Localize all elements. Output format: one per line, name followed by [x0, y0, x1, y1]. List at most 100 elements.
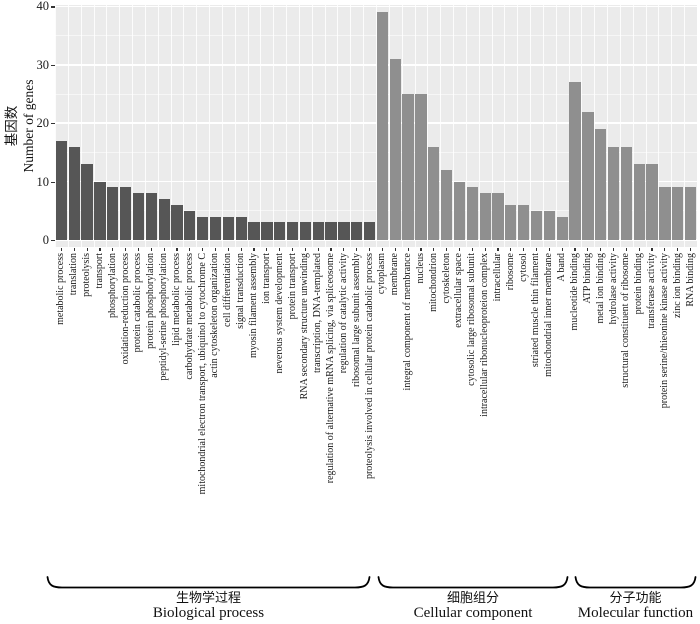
- bar: [158, 199, 170, 240]
- bar: [530, 210, 543, 240]
- x-tick-mark: [381, 248, 383, 251]
- gridline-vertical: [221, 5, 223, 247]
- bar: [389, 58, 401, 240]
- x-tick-label-text: cytosolic large ribosomal subunit: [466, 253, 478, 386]
- gridline-vertical: [67, 5, 69, 247]
- x-tick-mark: [330, 248, 332, 251]
- x-tick-mark: [266, 248, 268, 251]
- x-tick-label-text: metal ion binding: [594, 253, 606, 324]
- x-tick-mark: [612, 248, 615, 251]
- y-tick-label: 0: [42, 233, 49, 247]
- gridline-vertical: [132, 5, 134, 247]
- group-biological-process: 生物学过程 Biological process: [46, 576, 371, 621]
- bar: [556, 216, 568, 240]
- x-tick-mark: [638, 248, 640, 251]
- bar: [518, 204, 530, 240]
- gridline-vertical: [478, 5, 480, 247]
- x-tick-mark: [535, 248, 538, 251]
- gridline-vertical: [119, 5, 121, 247]
- x-tick-label-text: protein catabolic process: [132, 253, 144, 353]
- x-tick-label-text: neverous system development: [273, 253, 285, 374]
- x-tick-label: proteolysis involved in cellular protein…: [363, 253, 376, 575]
- x-tick-label-text: actin cytoskeleton organization: [209, 253, 221, 378]
- x-tick-label: intracellular ribonucleoproteion complex: [479, 253, 492, 575]
- gridline-vertical: [260, 5, 262, 247]
- gridline-vertical: [568, 5, 570, 247]
- gridline-vertical: [671, 5, 673, 247]
- x-tick-label-text: nucleus: [414, 253, 426, 284]
- x-tick-label: mitochondrial inner membrane: [543, 253, 556, 575]
- x-tick-label: actin cytoskeleton organization: [209, 253, 222, 575]
- x-tick-label-text: protein transport: [286, 253, 298, 320]
- gridline-vertical: [337, 5, 339, 247]
- bar: [351, 222, 363, 240]
- x-tick-mark: [394, 248, 396, 251]
- x-tick-label: cytosol: [517, 253, 530, 575]
- bar: [197, 216, 209, 240]
- gridline-vertical: [170, 5, 172, 247]
- x-tick-mark: [279, 248, 281, 251]
- x-tick-mark: [587, 248, 589, 251]
- x-tick-label: intracellular: [492, 253, 505, 575]
- bar: [659, 187, 671, 240]
- gridline-vertical: [350, 5, 352, 247]
- x-tick-mark: [689, 248, 692, 251]
- bar: [582, 111, 594, 240]
- gridline-vertical: [286, 5, 288, 247]
- bar: [505, 204, 517, 240]
- gridline-vertical: [209, 5, 211, 247]
- x-tick-label: protein phosphorylation: [145, 253, 158, 575]
- x-tick-label-text: membrane: [389, 253, 401, 296]
- gridline-vertical: [80, 5, 82, 247]
- gridline-vertical: [504, 5, 506, 247]
- x-tick-label-text: transcription, DNA-templated: [312, 253, 324, 373]
- x-tick-mark: [548, 248, 550, 251]
- y-tick-label: 20: [36, 116, 50, 131]
- x-tick-label-text: mitochondrial inner membrane: [543, 253, 555, 377]
- x-tick-label: A band: [556, 253, 569, 575]
- gridline-vertical: [491, 5, 493, 247]
- x-tick-label-text: metabolic process: [55, 253, 67, 325]
- x-tick-mark: [574, 248, 576, 251]
- gridline-vertical: [157, 5, 159, 247]
- x-tick-label-text: extracellular space: [453, 253, 465, 328]
- x-tick-label: ATP binding: [581, 253, 594, 575]
- x-tick-label: translation: [68, 253, 81, 575]
- gridline-vertical: [645, 5, 647, 247]
- x-tick-label: signal transduction: [235, 253, 248, 575]
- bar: [633, 164, 645, 240]
- group-label-zh: 分子功能: [609, 590, 662, 605]
- x-tick-label-text: translation: [68, 253, 80, 296]
- x-tick-label: ribosomal large subunit assembly: [350, 253, 363, 575]
- x-tick-label: structural constituent of ribosome: [620, 253, 633, 575]
- x-tick-mark: [561, 248, 563, 251]
- bar: [620, 146, 633, 240]
- x-tick-label-text: proteolysis involved in cellular protein…: [363, 253, 375, 480]
- x-tick-label-text: transferase activity: [646, 253, 658, 329]
- bar: [222, 216, 235, 240]
- gridline-vertical: [298, 5, 300, 247]
- group-label-en: Biological process: [152, 605, 265, 621]
- bar: [479, 193, 491, 240]
- x-tick-label: metal ion binding: [594, 253, 607, 575]
- x-tick-label-text: signal transduction: [235, 253, 247, 329]
- gridline-vertical: [658, 5, 660, 247]
- gridline-vertical: [427, 5, 429, 247]
- bar: [248, 222, 260, 240]
- x-tick-label-text: A band: [556, 253, 568, 282]
- bar: [607, 146, 620, 240]
- bar: [492, 193, 504, 240]
- x-tick-label: regulation of catalytic activity: [337, 253, 350, 575]
- x-tick-mark: [356, 248, 358, 251]
- x-tick-label: cytoplasm: [376, 253, 389, 575]
- x-tick-mark: [458, 248, 461, 251]
- brace-icon: [377, 576, 569, 589]
- x-tick-mark: [99, 248, 101, 251]
- x-tick-label-text: lipid metabolic process: [170, 253, 182, 346]
- x-tick-label: phosphorylation: [106, 253, 119, 575]
- bar: [466, 187, 478, 240]
- x-tick-label-text: mitochondrion: [427, 253, 439, 312]
- gridline-vertical: [530, 5, 532, 247]
- gridline-vertical: [273, 5, 275, 247]
- x-tick-label-text: zinc ion binding: [671, 253, 683, 318]
